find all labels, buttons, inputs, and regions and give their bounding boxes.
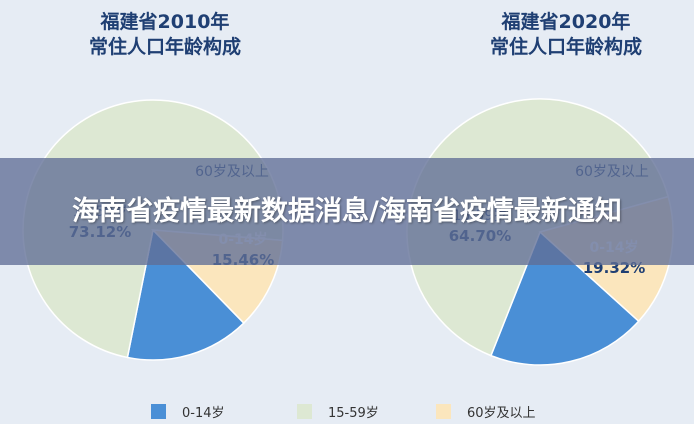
legend-item-60-plus: 60岁及以上 [436, 402, 536, 421]
chart-title-2020: 福建省2020年 常住人口年龄构成 [446, 10, 686, 60]
legend-label-60-plus: 60岁及以上 [467, 406, 536, 421]
chart-title-2020-line1: 福建省2020年 [501, 11, 631, 33]
chart-title-2010: 福建省2010年 常住人口年龄构成 [45, 10, 285, 60]
headline-banner: 海南省疫情最新数据消息/海南省疫情最新通知 [0, 158, 694, 265]
legend-item-15-59: 15-59岁 [297, 402, 379, 421]
pie-2020-slice-0-14 [489, 230, 640, 366]
legend-swatch-0-14 [151, 404, 166, 419]
legend-swatch-15-59 [297, 404, 312, 419]
chart-title-2010-line2: 常住人口年龄构成 [88, 36, 241, 58]
legend-swatch-60-plus [436, 404, 451, 419]
headline-text: 海南省疫情最新数据消息/海南省疫情最新通知 [72, 196, 622, 227]
legend-label-0-14: 0-14岁 [182, 406, 225, 421]
legend-label-15-59: 15-59岁 [328, 406, 379, 421]
legend-item-0-14: 0-14岁 [151, 402, 225, 421]
chart-title-2010-line1: 福建省2010年 [100, 11, 230, 33]
legend: 0-14岁 15-59岁 60岁及以上 [0, 402, 694, 422]
chart-title-2020-line2: 常住人口年龄构成 [489, 36, 642, 58]
